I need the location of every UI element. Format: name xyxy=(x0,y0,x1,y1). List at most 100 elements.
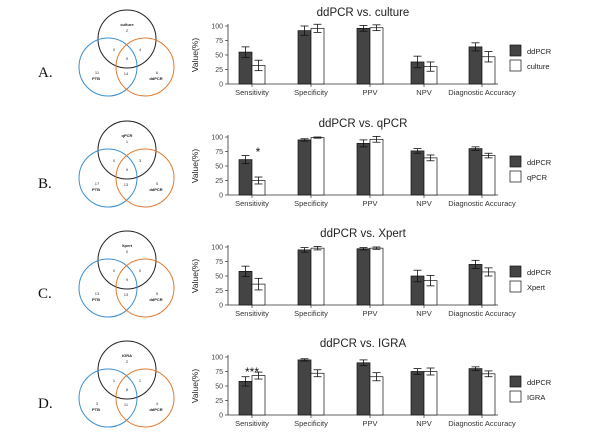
significance-annotation: *** xyxy=(245,365,259,379)
x-tick-label: PPV xyxy=(362,309,377,318)
venn-count: 4 xyxy=(139,47,142,52)
venn-count: 17 xyxy=(95,181,100,186)
bar-comparator xyxy=(310,247,325,306)
venn-label-left: PTB xyxy=(92,187,100,192)
x-tick-label: Specificity xyxy=(294,309,328,318)
venn-count: 13 xyxy=(124,292,129,297)
panel-2: C. Xpert PTB ddPCR 0 0 0 13 5 13 9 ddPCR vs. Xpert V… xyxy=(38,228,552,318)
venn-count: 0 xyxy=(139,268,142,273)
bar-ddpcr xyxy=(356,248,371,306)
panel-letter: B. xyxy=(38,176,52,192)
x-tick-label: Sensitivity xyxy=(235,88,269,97)
venn-diagram: culture PTB ddPCR 2 0 4 11 6 14 9 xyxy=(78,9,175,97)
chart-title: ddPCR vs. culture xyxy=(317,7,410,19)
bar-ddpcr xyxy=(356,27,371,85)
x-tick-label: NPV xyxy=(416,309,431,318)
bar-ddpcr xyxy=(356,143,371,196)
legend-label: ddPCR xyxy=(527,268,552,277)
venn-count: 11 xyxy=(95,70,100,75)
legend: ddPCR IGRA xyxy=(509,375,552,403)
venn-circle-right xyxy=(115,368,175,428)
legend-label: ddPCR xyxy=(527,158,552,167)
venn-label-right: ddPCR xyxy=(149,297,162,302)
venn-count: 13 xyxy=(124,182,129,187)
panel-1: B. qPCR PTB ddPCR 1 0 3 17 5 13 9 ddPCR vs. qPCR Val… xyxy=(38,118,552,208)
venn-circle-right xyxy=(115,37,175,97)
bar-comparator xyxy=(481,271,496,306)
bar-comparator xyxy=(310,137,325,196)
venn-circle-right xyxy=(115,258,175,318)
bar-ddpcr xyxy=(297,139,312,196)
bar-ddpcr xyxy=(297,359,312,416)
y-tick-label: 50 xyxy=(215,384,223,391)
venn-circle-top xyxy=(97,120,157,180)
venn-count: 14 xyxy=(124,71,129,76)
x-tick-label: Diagnostic Accuracy xyxy=(448,419,516,428)
chart-title: ddPCR vs. IGRA xyxy=(320,338,407,350)
y-tick-label: 100 xyxy=(211,355,223,362)
bar-ddpcr xyxy=(468,148,483,196)
legend-swatch xyxy=(509,59,522,72)
y-tick-label: 50 xyxy=(215,274,223,281)
venn-count: 1 xyxy=(113,378,116,383)
bar-chart: ddPCR vs. IGRA Value(%) 0 25 50 75 100 Sensitiv… xyxy=(190,338,516,428)
bar-comparator xyxy=(251,375,266,416)
bar-comparator xyxy=(369,27,384,85)
venn-circle-top xyxy=(97,9,157,69)
venn-count: 3 xyxy=(139,158,142,163)
legend-swatch xyxy=(509,170,522,183)
bar-ddpcr xyxy=(356,362,371,416)
venn-count: 1 xyxy=(139,378,142,383)
chart-title: ddPCR vs. Xpert xyxy=(320,228,406,240)
x-tick-label: Specificity xyxy=(294,419,328,428)
venn-circle-top xyxy=(97,230,157,290)
y-tick-label: 75 xyxy=(215,149,223,156)
legend-swatch xyxy=(509,155,522,168)
legend-label: qPCR xyxy=(527,173,548,182)
bar-ddpcr xyxy=(410,150,425,196)
venn-count: 5 xyxy=(156,291,159,296)
venn-count: 4 xyxy=(156,401,159,406)
venn-label-top: culture xyxy=(120,22,134,27)
legend-label: ddPCR xyxy=(527,378,552,387)
x-tick-label: Specificity xyxy=(294,199,328,208)
venn-circle-left xyxy=(78,37,138,97)
bar-ddpcr xyxy=(238,159,253,196)
x-tick-label: Specificity xyxy=(294,88,328,97)
x-tick-label: Diagnostic Accuracy xyxy=(448,309,516,318)
y-axis-label: Value(%) xyxy=(190,259,200,293)
venn-count: 13 xyxy=(95,291,100,296)
bar-ddpcr xyxy=(468,368,483,416)
bar-comparator xyxy=(423,371,438,416)
panel-0: A. culture PTB ddPCR 2 0 4 11 6 14 9 ddPCR vs. cult… xyxy=(38,7,552,97)
y-tick-label: 100 xyxy=(211,245,223,252)
chart-title: ddPCR vs. qPCR xyxy=(319,118,408,130)
bar-comparator xyxy=(369,138,384,196)
x-tick-label: PPV xyxy=(362,199,377,208)
y-tick-label: 50 xyxy=(215,53,223,60)
panel-letter: C. xyxy=(38,286,52,302)
venn-label-right: ddPCR xyxy=(149,187,162,192)
legend-label: IGRA xyxy=(527,393,545,402)
bar-comparator xyxy=(310,27,325,85)
x-tick-label: Sensitivity xyxy=(235,199,269,208)
venn-count: 8 xyxy=(126,387,129,392)
bar-comparator xyxy=(369,376,384,416)
x-tick-label: PPV xyxy=(362,88,377,97)
y-tick-label: 100 xyxy=(211,135,223,142)
venn-count: 0 xyxy=(113,47,116,52)
bar-comparator xyxy=(481,155,496,196)
legend-swatch xyxy=(509,280,522,293)
venn-count: 2 xyxy=(126,359,129,364)
venn-diagram: qPCR PTB ddPCR 1 0 3 17 5 13 9 xyxy=(78,120,175,208)
venn-count: 0 xyxy=(113,158,116,163)
y-tick-label: 0 xyxy=(219,413,223,420)
x-tick-label: Diagnostic Accuracy xyxy=(448,88,516,97)
legend-label: Xpert xyxy=(527,283,546,292)
legend-swatch xyxy=(509,265,522,278)
y-tick-label: 0 xyxy=(219,193,223,200)
significance-annotation: * xyxy=(256,145,261,159)
